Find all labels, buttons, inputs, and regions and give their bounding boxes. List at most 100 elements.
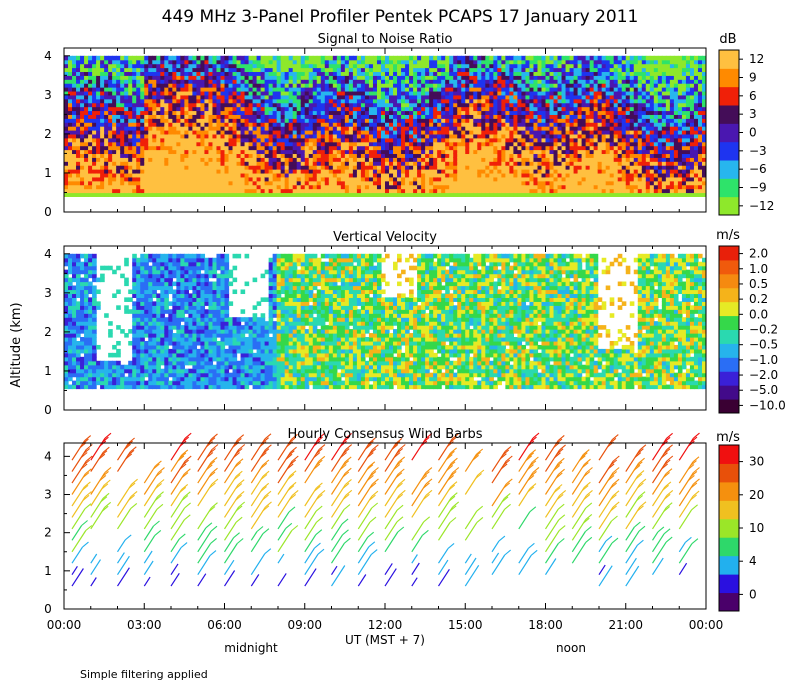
snr-cell [380,83,386,88]
snr-cell [200,55,206,61]
snr-cell [501,133,506,139]
snr-cell [308,98,314,104]
snr-cell [104,169,109,174]
snr-cell [433,122,438,127]
snr-cell [537,87,543,92]
snr-cell [529,145,535,151]
snr-cell [236,75,242,80]
snr-cell [505,114,510,119]
snr-cell [597,130,603,135]
snr-cell [401,55,406,61]
snr-cell [128,126,133,131]
snr-cell [168,153,173,158]
snr-cell [409,153,414,158]
snr-cell [348,106,354,112]
snr-cell [517,118,523,123]
snr-cell [597,165,603,170]
snr-cell [385,130,390,135]
snr-cell [344,55,350,61]
snr-cell [180,153,185,158]
snr-cell [493,79,498,84]
snr-cell [280,149,286,155]
snr-cell [372,153,378,158]
snr-cell [104,110,109,115]
snr-cell [489,180,494,186]
snr-cell [352,192,358,197]
snr-cell [140,126,145,131]
snr-cell [132,165,137,170]
snr-cell [236,110,242,115]
snr-cell [336,83,342,88]
snr-cell [200,137,206,143]
snr-cell [485,169,490,174]
snr-cell [116,145,121,151]
snr-cell [380,157,386,162]
snr-cell [288,110,294,115]
snr-cell [380,130,386,135]
snr-cell [481,67,486,73]
snr-cell [368,172,374,178]
snr-cell [64,55,69,61]
snr-cell [421,172,426,178]
snr-cell [497,133,502,139]
snr-cell [228,141,234,147]
snr-cell [581,55,587,61]
snr-cell [288,55,294,61]
snr-cell [573,59,579,65]
snr-cell [581,63,587,69]
snr-cell [300,110,306,115]
snr-cell [124,157,129,162]
snr-cell [409,75,414,80]
snr-cell [569,75,575,80]
snr-cell [389,153,394,158]
snr-cell [236,83,242,88]
snr-cell [453,180,458,186]
snr-cell [164,157,169,162]
snr-cell [64,130,69,135]
snr-cell [168,126,173,131]
snr-cell [481,172,486,178]
snr-cell [557,133,563,139]
snr-cell [92,184,97,190]
snr-cell [453,149,458,155]
snr-cell [557,157,563,162]
snr-cell [176,176,181,182]
snr-cell [136,90,141,96]
snr-cell [565,133,571,139]
snr-cell [220,165,226,170]
snr-cell [272,106,278,112]
snr-cell [352,63,358,69]
snr-cell [76,67,81,73]
snr-cell [497,145,502,151]
snr-cell [272,59,278,65]
snr-cell [224,55,230,61]
snr-cell [513,145,519,151]
snr-cell [537,188,543,194]
snr-cell [613,94,619,100]
snr-cell [344,161,350,166]
snr-cell [457,184,462,190]
snr-cell [336,176,342,182]
snr-cell [360,55,366,61]
snr-cell [200,67,206,73]
snr-cell [501,90,506,96]
snr-cell [364,75,370,80]
snr-cell [389,79,394,84]
snr-cell [96,172,101,178]
snr-cell [545,114,551,119]
snr-cell [200,94,206,100]
snr-cell [324,102,330,108]
snr-cell [140,67,145,73]
snr-cell [116,59,121,65]
snr-cell [413,192,418,197]
snr-cell [581,102,587,108]
snr-cell [477,161,482,166]
snr-cell [461,94,466,100]
snr-cell [529,94,535,100]
snr-cell [497,110,502,115]
snr-cell [545,149,551,155]
snr-cell [288,79,294,84]
snr-cell [228,145,234,151]
snr-cell [152,145,157,151]
snr-cell [72,133,77,139]
